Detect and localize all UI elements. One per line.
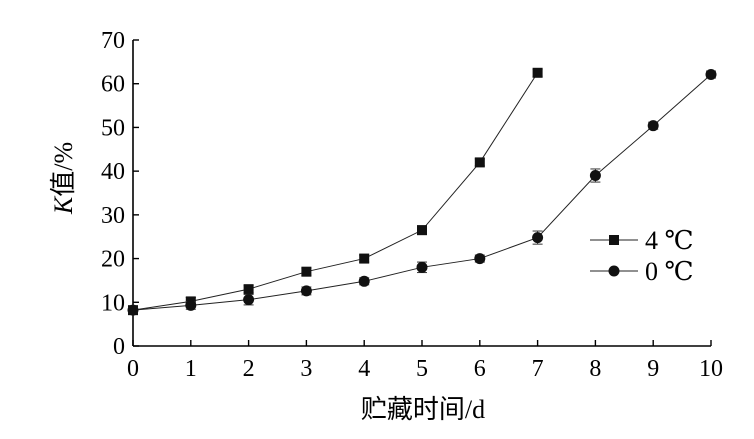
y-tick-label: 30 bbox=[101, 203, 125, 229]
y-axis-title-rest: 值/% bbox=[49, 142, 78, 197]
x-axis-title: 贮藏时间/d bbox=[361, 395, 485, 424]
x-tick-label: 3 bbox=[300, 356, 312, 382]
data-point bbox=[647, 120, 659, 132]
y-tick-label: 0 bbox=[113, 334, 125, 360]
data-point bbox=[301, 266, 312, 277]
y-axis-title: K值/% bbox=[49, 142, 78, 215]
x-tick-label: 10 bbox=[699, 356, 723, 382]
y-tick-label: 40 bbox=[101, 159, 125, 185]
data-point bbox=[300, 285, 312, 297]
series-line bbox=[132, 72, 539, 311]
data-point bbox=[185, 299, 197, 311]
x-tick-label: 0 bbox=[127, 356, 139, 382]
chart-legend: 4 ℃0 ℃ bbox=[590, 226, 694, 286]
data-point bbox=[417, 225, 427, 236]
legend-label: 4 ℃ bbox=[645, 226, 694, 255]
x-tick-label: 2 bbox=[243, 356, 255, 382]
x-tick-label: 8 bbox=[589, 356, 601, 382]
y-tick-label: 20 bbox=[101, 247, 125, 273]
x-tick-label: 5 bbox=[416, 356, 428, 382]
y-tick-label: 50 bbox=[101, 115, 125, 141]
data-point bbox=[358, 275, 370, 287]
legend-label: 0 ℃ bbox=[645, 257, 694, 286]
y-tick-label: 60 bbox=[101, 72, 125, 98]
x-tick-label: 9 bbox=[647, 356, 659, 382]
data-point bbox=[589, 170, 601, 182]
x-tick-label: 1 bbox=[185, 356, 197, 382]
data-point bbox=[532, 67, 543, 78]
legend-marker bbox=[608, 265, 620, 277]
data-point bbox=[474, 253, 486, 265]
data-point bbox=[359, 253, 370, 264]
data-point bbox=[532, 232, 544, 244]
series-line bbox=[132, 74, 712, 311]
data-point bbox=[705, 69, 717, 81]
series-square bbox=[128, 67, 543, 316]
y-tick-label: 70 bbox=[101, 28, 125, 54]
data-point bbox=[416, 261, 428, 273]
y-axis-title-italic: K bbox=[49, 195, 78, 215]
data-point bbox=[243, 294, 255, 306]
series-circle bbox=[127, 69, 717, 316]
x-tick-label: 6 bbox=[474, 356, 486, 382]
data-point bbox=[474, 157, 485, 168]
legend-item: 4 ℃ bbox=[590, 226, 694, 255]
legend-marker bbox=[609, 235, 619, 245]
legend-item: 0 ℃ bbox=[590, 257, 694, 286]
y-tick-label: 10 bbox=[101, 290, 125, 316]
chart-series bbox=[127, 67, 717, 316]
chart-axes: 0 1 2 3 4 5 6 7 8 9 10 0 10 20 30 40 50 60 70 bbox=[101, 28, 723, 382]
x-tick-label: 4 bbox=[358, 356, 370, 382]
data-point bbox=[243, 284, 254, 295]
data-point bbox=[127, 304, 139, 316]
x-tick-label: 7 bbox=[532, 356, 544, 382]
